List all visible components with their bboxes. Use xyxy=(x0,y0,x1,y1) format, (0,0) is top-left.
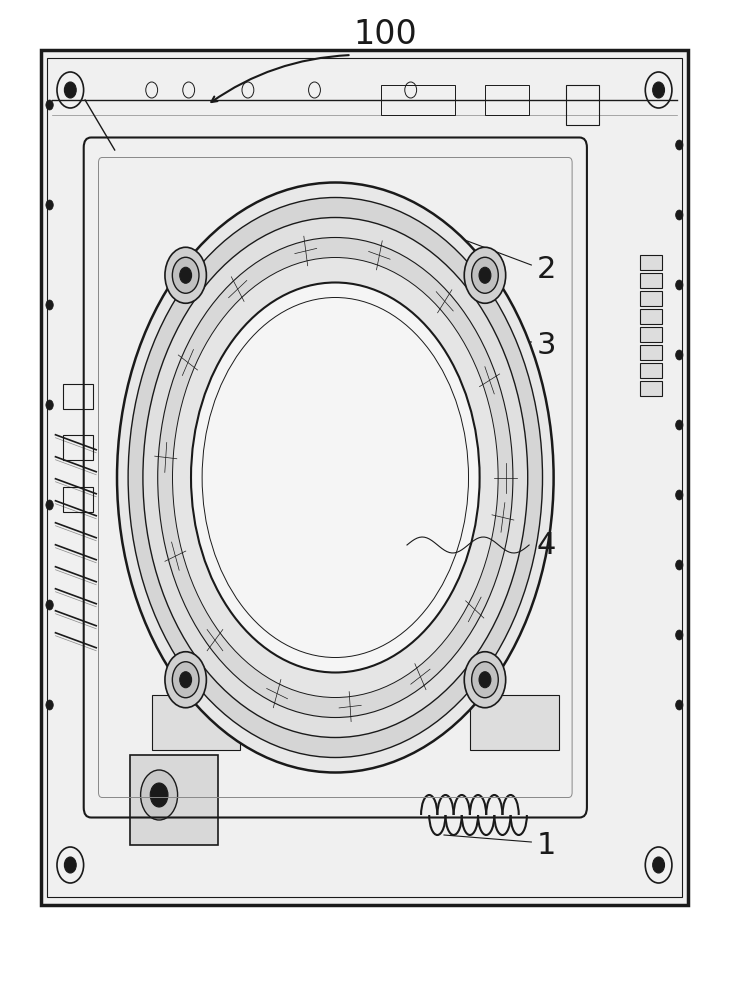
Circle shape xyxy=(464,652,505,708)
Circle shape xyxy=(64,82,76,98)
Bar xyxy=(640,291,662,306)
Circle shape xyxy=(46,500,53,510)
Bar xyxy=(640,345,662,360)
Bar xyxy=(640,273,662,288)
Circle shape xyxy=(180,672,192,688)
Circle shape xyxy=(172,662,199,698)
Circle shape xyxy=(653,82,665,98)
Circle shape xyxy=(676,140,683,150)
Circle shape xyxy=(479,267,491,283)
Text: 4: 4 xyxy=(536,530,556,560)
Bar xyxy=(640,363,662,378)
Circle shape xyxy=(676,350,683,360)
Circle shape xyxy=(128,198,542,758)
Circle shape xyxy=(464,247,505,303)
Circle shape xyxy=(143,218,528,738)
Circle shape xyxy=(46,300,53,310)
Bar xyxy=(152,695,240,750)
Bar xyxy=(566,85,599,125)
Bar xyxy=(640,327,662,342)
Circle shape xyxy=(676,560,683,570)
Circle shape xyxy=(471,662,498,698)
Bar xyxy=(130,755,218,845)
Circle shape xyxy=(471,257,498,293)
Circle shape xyxy=(676,630,683,640)
Circle shape xyxy=(172,257,199,293)
Bar xyxy=(640,381,662,396)
Circle shape xyxy=(676,210,683,220)
Circle shape xyxy=(46,100,53,110)
Circle shape xyxy=(191,282,480,672)
Circle shape xyxy=(165,247,206,303)
Circle shape xyxy=(676,280,683,290)
Circle shape xyxy=(46,400,53,410)
Circle shape xyxy=(676,490,683,500)
Circle shape xyxy=(653,857,665,873)
Circle shape xyxy=(117,182,554,772)
Text: 1: 1 xyxy=(536,830,556,859)
Text: 100: 100 xyxy=(353,18,417,51)
Circle shape xyxy=(150,783,168,807)
Circle shape xyxy=(180,267,192,283)
Circle shape xyxy=(158,237,513,718)
Text: 2: 2 xyxy=(536,255,556,284)
Circle shape xyxy=(46,700,53,710)
Bar xyxy=(640,255,662,270)
Circle shape xyxy=(165,652,206,708)
Circle shape xyxy=(676,700,683,710)
Bar xyxy=(63,384,92,409)
Circle shape xyxy=(46,200,53,210)
Bar xyxy=(47,58,682,897)
Bar xyxy=(63,487,92,512)
Circle shape xyxy=(479,672,491,688)
Text: 3: 3 xyxy=(536,330,556,360)
Bar xyxy=(41,50,688,905)
Circle shape xyxy=(46,600,53,610)
Circle shape xyxy=(676,420,683,430)
Bar xyxy=(485,85,529,115)
Bar xyxy=(640,309,662,324)
Circle shape xyxy=(141,770,178,820)
Bar xyxy=(470,695,559,750)
Bar xyxy=(381,85,455,115)
Circle shape xyxy=(172,257,498,698)
Circle shape xyxy=(64,857,76,873)
Bar xyxy=(63,435,92,460)
